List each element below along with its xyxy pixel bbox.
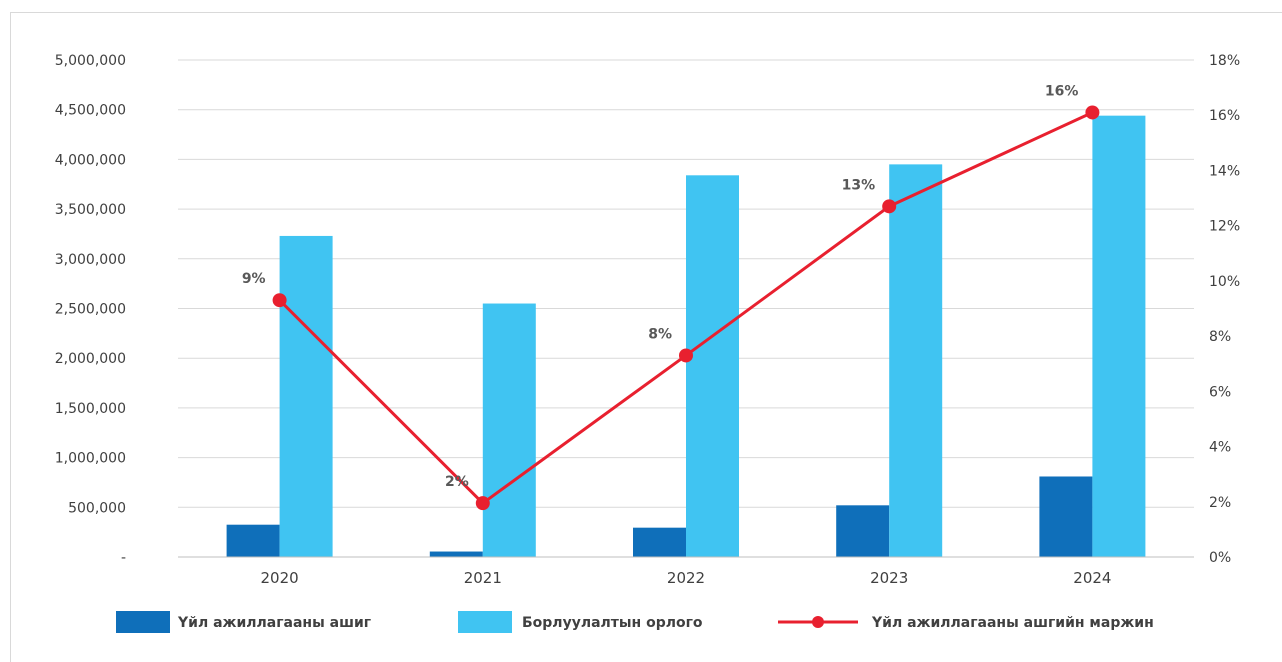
bar-operating-profit	[633, 527, 686, 557]
margin-point	[475, 496, 490, 511]
x-axis: 2020 2021 2022 2023 2024	[178, 556, 1194, 587]
bar-sales-revenue	[1092, 115, 1146, 557]
margin-line	[272, 105, 1100, 511]
y-right-tick-label: 6%	[1209, 384, 1231, 400]
margin-data-label: 8%	[648, 326, 672, 342]
y-right-tick-label: 8%	[1209, 329, 1231, 345]
y-right-tick-label: 12%	[1209, 219, 1240, 235]
y-right-tick-label: 0%	[1209, 550, 1231, 566]
y-left-tick-label: 500,000	[68, 500, 126, 516]
margin-data-label: 9%	[242, 271, 266, 287]
margin-data-label: 2%	[445, 474, 469, 490]
margin-data-label: 16%	[1045, 83, 1079, 99]
y-right-tick-label: 10%	[1209, 274, 1240, 290]
legend-swatch-margin-marker	[812, 616, 824, 628]
y-left-tick-label: 1,000,000	[55, 451, 126, 467]
bar-operating-profit	[836, 505, 890, 557]
bar-sales-revenue	[482, 303, 536, 557]
legend-swatch-profit	[116, 611, 170, 633]
y-right-tick-label: 14%	[1209, 163, 1240, 179]
bar-sales-revenue	[686, 175, 739, 557]
y-axis-left: - 500,000 1,000,000 1,500,000 2,000,000 2,500…	[55, 53, 126, 566]
margin-data-label: 13%	[842, 177, 876, 193]
legend: Үйл ажиллагааны ашиг Борлуулалтын орлого…	[116, 611, 1154, 633]
y-left-tick-label: 5,000,000	[55, 53, 126, 69]
y-axis-right: 0% 2% 4% 6% 8% 10% 12% 14% 16% 18%	[1209, 53, 1240, 566]
x-tick-label: 2020	[261, 569, 299, 587]
legend-label-margin: Үйл ажиллагааны ашгийн маржин	[871, 615, 1154, 631]
x-tick-label: 2021	[464, 569, 502, 587]
bar-sales-revenue	[889, 164, 943, 557]
y-right-tick-label: 16%	[1209, 108, 1240, 124]
y-right-tick-label: 18%	[1209, 53, 1240, 69]
margin-point	[882, 199, 897, 214]
legend-swatch-revenue	[458, 611, 512, 633]
bars	[226, 115, 1146, 558]
bar-operating-profit	[429, 551, 483, 557]
margin-point	[272, 293, 287, 308]
y-right-tick-label: 2%	[1209, 495, 1231, 511]
y-left-tick-label: 4,000,000	[55, 152, 126, 168]
x-tick-label: 2024	[1073, 569, 1111, 587]
y-left-tick-label: -	[121, 550, 126, 566]
bar-operating-profit	[226, 524, 280, 557]
y-left-tick-label: 4,500,000	[55, 103, 126, 119]
data-labels: 9% 2% 8% 13% 16%	[242, 83, 1079, 490]
y-right-tick-label: 4%	[1209, 440, 1231, 456]
legend-label-revenue: Борлуулалтын орлого	[522, 615, 703, 631]
y-left-tick-label: 3,000,000	[55, 252, 126, 268]
y-left-tick-label: 2,000,000	[55, 351, 126, 367]
y-left-tick-label: 2,500,000	[55, 302, 126, 318]
margin-point	[679, 348, 693, 363]
margin-point	[1085, 105, 1100, 120]
bar-operating-profit	[1039, 476, 1093, 557]
legend-label-profit: Үйл ажиллагааны ашиг	[177, 615, 371, 631]
y-left-tick-label: 3,500,000	[55, 202, 126, 218]
y-left-tick-label: 1,500,000	[55, 401, 126, 417]
x-tick-label: 2023	[870, 569, 908, 587]
bar-sales-revenue	[279, 235, 333, 558]
x-tick-label: 2022	[667, 569, 705, 587]
